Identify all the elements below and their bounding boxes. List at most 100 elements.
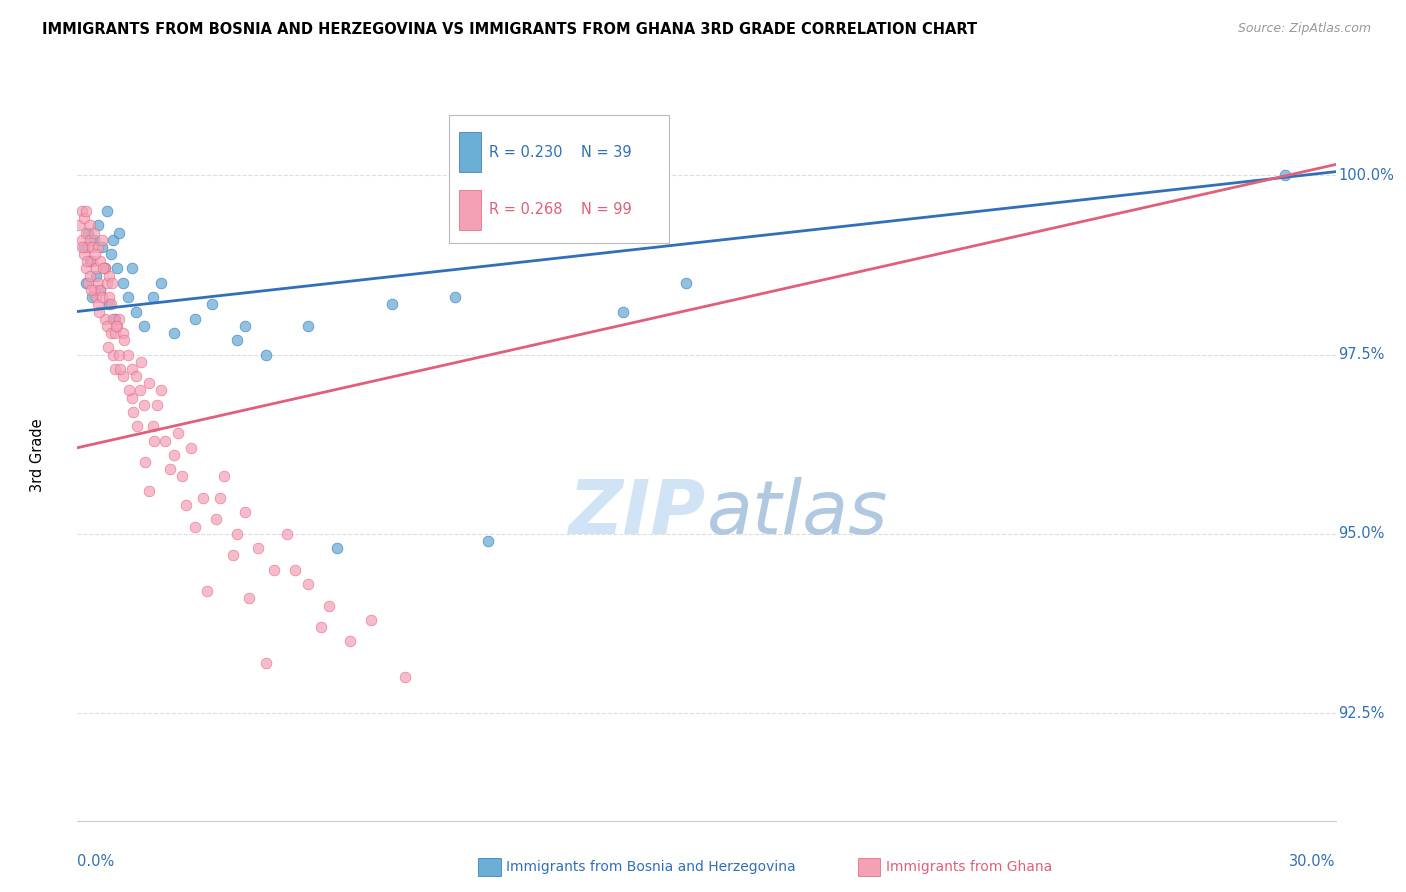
Point (87, 297, 110, 311)
Point (159, 462, 181, 476)
Text: R = 0.230    N = 39: R = 0.230 N = 39 (489, 145, 631, 160)
Point (318, 599, 340, 613)
Point (87, 219, 110, 233)
Point (129, 384, 152, 398)
Point (381, 297, 404, 311)
Point (108, 362, 131, 376)
Point (75, 261, 97, 276)
Point (121, 362, 143, 376)
Point (246, 541, 269, 556)
Point (80, 290, 103, 304)
Point (112, 333, 135, 347)
Point (89, 304, 111, 318)
Point (394, 670, 416, 684)
Point (326, 541, 349, 556)
Point (112, 276, 135, 290)
Point (80, 240, 103, 254)
Point (105, 318, 128, 333)
Point (79, 233, 101, 247)
Point (84, 247, 107, 261)
Point (212, 469, 235, 483)
Point (96, 318, 118, 333)
Point (83, 283, 105, 297)
Point (155, 434, 177, 448)
Point (208, 491, 231, 505)
Point (112, 369, 135, 384)
Point (297, 577, 319, 591)
Point (79, 254, 101, 268)
Point (72, 247, 94, 261)
Point (108, 311, 131, 326)
Point (75, 204, 97, 219)
Point (121, 405, 143, 419)
Point (284, 563, 307, 577)
Point (150, 384, 173, 398)
Bar (458, 132, 481, 172)
Point (612, 304, 634, 318)
Point (225, 333, 247, 347)
Point (163, 326, 186, 340)
Point (263, 563, 285, 577)
Point (89, 283, 111, 297)
Point (176, 498, 198, 512)
Point (76, 276, 98, 290)
Point (134, 398, 156, 412)
Point (225, 526, 247, 541)
Text: IMMIGRANTS FROM BOSNIA AND HERZEGOVINA VS IMMIGRANTS FROM GHANA 3RD GRADE CORREL: IMMIGRANTS FROM BOSNIA AND HERZEGOVINA V… (42, 22, 977, 37)
Point (309, 620, 332, 634)
Point (195, 584, 218, 599)
Point (121, 391, 143, 405)
Point (108, 226, 131, 240)
Point (104, 311, 127, 326)
Text: Immigrants from Ghana: Immigrants from Ghana (886, 860, 1052, 874)
Point (134, 455, 156, 469)
Point (70, 204, 93, 219)
Point (125, 419, 148, 434)
Point (117, 347, 139, 361)
Text: 95.0%: 95.0% (1339, 526, 1385, 541)
Bar (449, 115, 669, 243)
Point (91, 233, 114, 247)
Point (76, 254, 98, 268)
Text: ZIP: ZIP (569, 477, 707, 550)
Point (97, 290, 120, 304)
Point (221, 549, 243, 563)
Point (75, 276, 97, 290)
Text: 92.5%: 92.5% (1339, 706, 1385, 721)
Point (76, 226, 98, 240)
Point (79, 268, 101, 283)
Point (72, 240, 94, 254)
Point (163, 448, 186, 462)
Point (675, 276, 697, 290)
Point (184, 519, 207, 533)
Point (70, 233, 93, 247)
Bar (458, 190, 481, 230)
Point (477, 533, 499, 548)
Point (89, 283, 111, 297)
Point (339, 634, 361, 648)
Point (104, 326, 127, 340)
Point (84, 261, 107, 276)
Point (146, 398, 169, 412)
Point (200, 297, 222, 311)
Point (129, 354, 152, 368)
Point (100, 276, 122, 290)
Point (142, 290, 165, 304)
Point (93, 261, 115, 276)
Point (444, 290, 467, 304)
Point (84, 268, 107, 283)
Point (80, 283, 103, 297)
Point (101, 311, 124, 326)
Point (297, 318, 319, 333)
Point (101, 233, 124, 247)
Point (121, 261, 143, 276)
Point (96, 204, 118, 219)
Point (1274, 168, 1296, 182)
Point (134, 318, 156, 333)
Point (238, 591, 260, 606)
Text: Source: ZipAtlas.com: Source: ZipAtlas.com (1237, 22, 1371, 36)
Point (204, 512, 226, 526)
Point (91, 261, 114, 276)
Point (100, 297, 122, 311)
Point (83, 233, 105, 247)
